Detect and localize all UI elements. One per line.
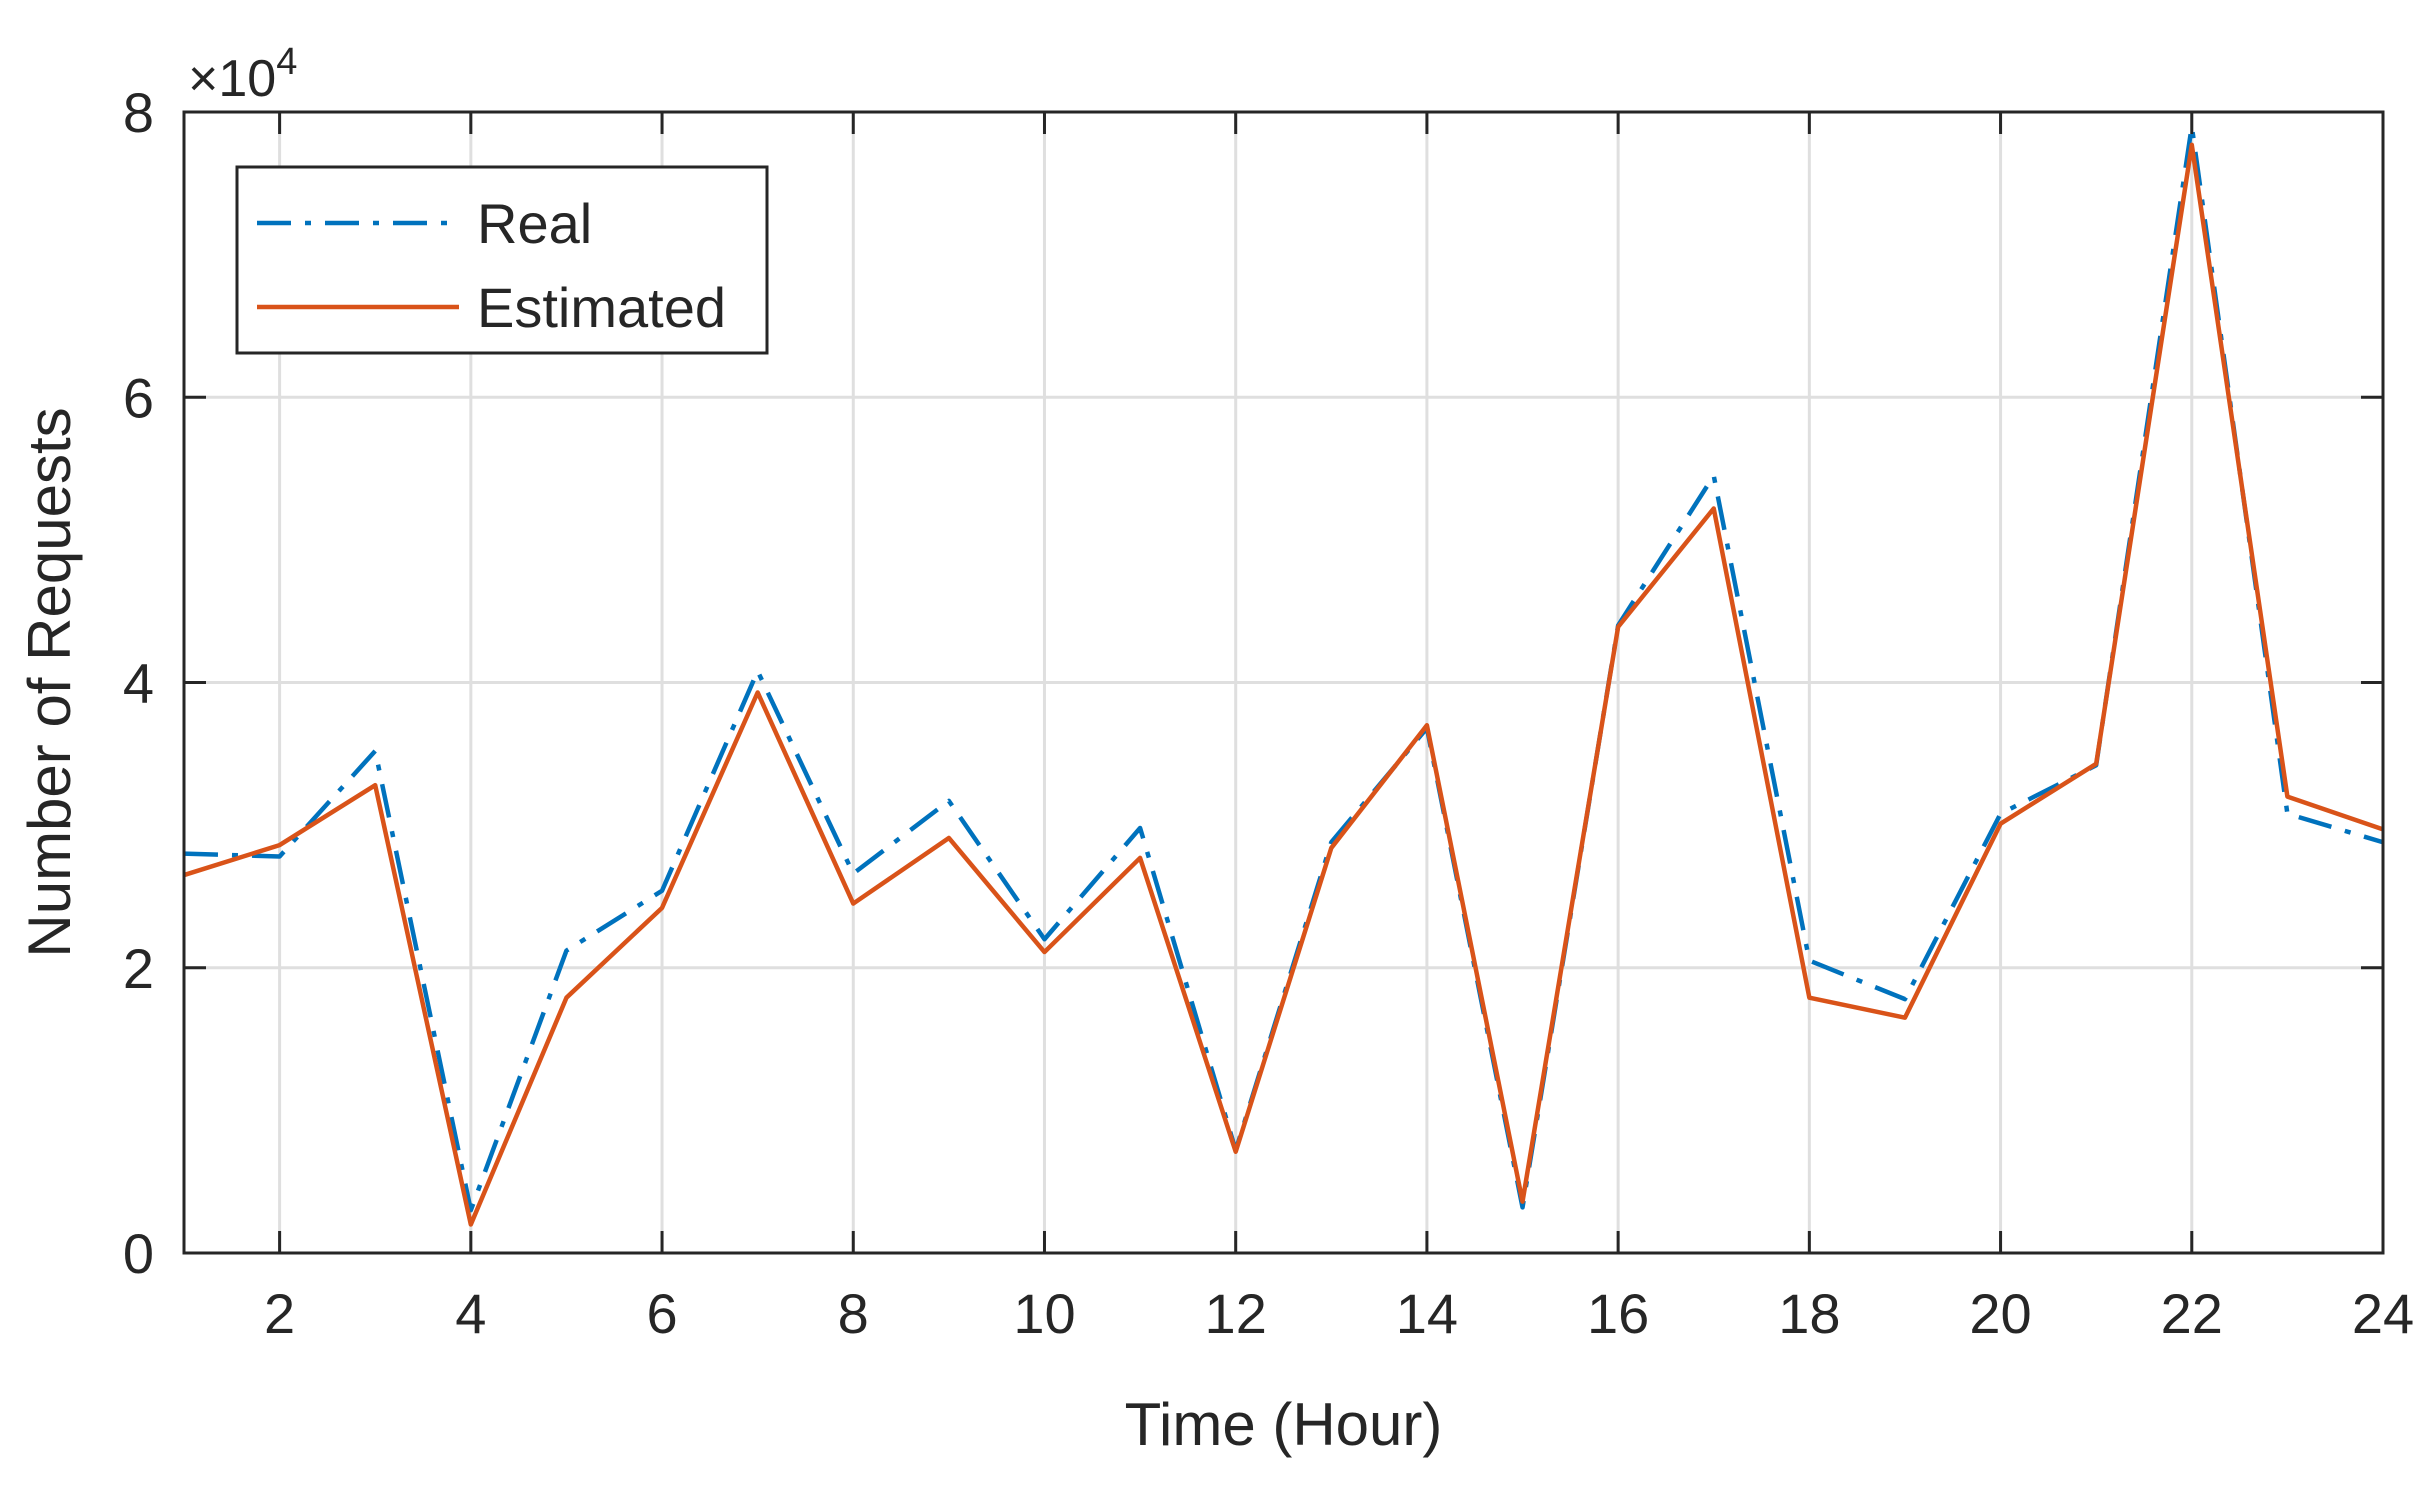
tick-marks bbox=[184, 110, 2385, 1255]
legend-label-estimated: Estimated bbox=[477, 276, 726, 339]
x-tick-label: 8 bbox=[838, 1282, 869, 1345]
y-axis-exponent-label: ×104 bbox=[188, 41, 297, 108]
legend: Real Estimated bbox=[235, 165, 769, 355]
x-tick-label: 6 bbox=[646, 1282, 677, 1345]
y-tick-label: 0 bbox=[123, 1222, 154, 1285]
x-tick-label: 24 bbox=[2352, 1282, 2414, 1345]
x-tick-label: 18 bbox=[1778, 1282, 1840, 1345]
x-tick-label: 14 bbox=[1396, 1282, 1458, 1345]
y-exponent-base: ×10 bbox=[188, 50, 276, 108]
y-tick-label: 6 bbox=[123, 366, 154, 429]
y-tick-label: 8 bbox=[123, 81, 154, 144]
y-tick-label: 4 bbox=[123, 652, 154, 715]
x-tick-labels: 2 4 6 8 10 12 14 16 18 20 22 24 bbox=[264, 1282, 2414, 1345]
x-tick-label: 4 bbox=[455, 1282, 486, 1345]
x-axis-label: Time (Hour) bbox=[1125, 1391, 1443, 1458]
x-tick-label: 2 bbox=[264, 1282, 295, 1345]
y-tick-labels: 0 2 4 6 8 bbox=[123, 81, 154, 1285]
x-tick-label: 22 bbox=[2161, 1282, 2223, 1345]
series-line-real bbox=[183, 124, 2384, 1213]
series-line-estimated bbox=[183, 142, 2384, 1227]
x-tick-label: 10 bbox=[1013, 1282, 1075, 1345]
x-tick-label: 16 bbox=[1587, 1282, 1649, 1345]
x-tick-label: 12 bbox=[1205, 1282, 1267, 1345]
legend-label-real: Real bbox=[477, 192, 592, 255]
y-axis-label: Number of Requests bbox=[16, 407, 83, 957]
legend-box bbox=[235, 165, 769, 355]
y-exponent-power: 4 bbox=[276, 41, 297, 83]
x-tick-label: 20 bbox=[1969, 1282, 2031, 1345]
y-tick-label: 2 bbox=[123, 937, 154, 1000]
series-lines bbox=[183, 124, 2384, 1227]
